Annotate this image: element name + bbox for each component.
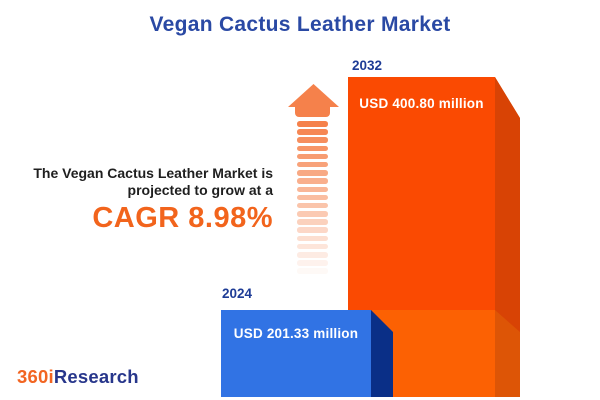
bar-value-label-2024: USD 201.33 million xyxy=(233,326,359,341)
bar-year-label-2024: 2024 xyxy=(222,286,253,301)
arrow-fading-stripes xyxy=(297,121,328,274)
arrow-stripe xyxy=(297,194,328,201)
arrow-stripe xyxy=(297,252,328,258)
bar-2032-front-face-top xyxy=(348,77,495,310)
arrow-stripe xyxy=(297,227,328,233)
arrow-stripe xyxy=(297,161,328,168)
arrow-stripe xyxy=(297,178,328,184)
arrow-stripe xyxy=(297,260,328,266)
brand-logo-orange-part: 360i xyxy=(17,366,54,387)
arrow-stripe xyxy=(297,202,328,209)
arrow-stripe xyxy=(297,121,328,127)
bar-year-label-2032: 2032 xyxy=(352,58,383,73)
bar-2024-side-face xyxy=(371,310,393,397)
arrow-stripe xyxy=(297,186,328,192)
arrow-neck-icon xyxy=(295,106,330,117)
arrow-stripe xyxy=(297,243,328,250)
arrow-head-icon xyxy=(288,84,339,107)
arrow-stripe xyxy=(297,129,328,135)
arrow-stripe xyxy=(297,235,328,242)
bar-value-label-2032: USD 400.80 million xyxy=(359,96,484,111)
description-line-2: projected to grow at a xyxy=(127,181,273,198)
arrow-stripe xyxy=(297,137,328,143)
description-line-1: The Vegan Cactus Leather Market is xyxy=(33,165,273,181)
brand-logo-blue-part: Research xyxy=(53,366,139,387)
description-block: The Vegan Cactus Leather Market is proje… xyxy=(20,165,273,233)
page-title: Vegan Cactus Leather Market xyxy=(149,13,451,36)
bar-2032: USD 400.80 million xyxy=(348,77,520,397)
arrow-stripe xyxy=(297,145,328,152)
arrow-stripe xyxy=(297,211,328,217)
brand-logo: 360iResearch xyxy=(17,366,139,388)
bar-2024: USD 201.33 million xyxy=(221,310,393,397)
arrow-stripe xyxy=(297,219,328,225)
arrow-stripe xyxy=(297,170,328,176)
bar-2024-front-face xyxy=(221,310,371,397)
arrow-stripe xyxy=(297,153,328,160)
bar-2032-side-face-top xyxy=(495,77,520,332)
arrow-stripe xyxy=(297,268,328,274)
bar-2032-side-face xyxy=(495,77,520,397)
cagr-value: CAGR 8.98% xyxy=(92,202,273,234)
